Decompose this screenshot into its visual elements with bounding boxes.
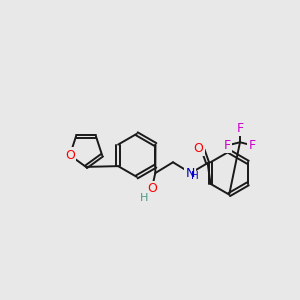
Text: O: O [65,149,75,162]
Text: F: F [224,139,231,152]
Text: O: O [147,182,157,195]
Text: O: O [194,142,203,155]
Text: H: H [191,171,198,181]
Text: N: N [185,167,195,180]
Text: F: F [249,139,256,152]
Text: H: H [140,194,149,203]
Text: F: F [236,122,244,135]
